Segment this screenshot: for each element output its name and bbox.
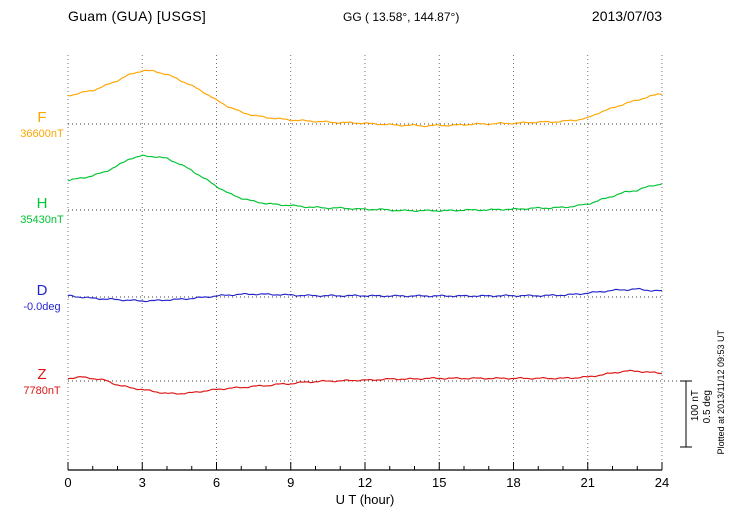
geographic-coordinates: GG ( 13.58°, 144.87°): [343, 10, 460, 24]
scale-bar-nt-label: 100 nT: [690, 390, 701, 422]
plot-date: 2013/07/03: [591, 8, 662, 24]
station-title: Guam (GUA) [USGS]: [68, 8, 207, 24]
svg-text:18: 18: [506, 475, 520, 490]
svg-text:0: 0: [64, 475, 71, 490]
svg-text:12: 12: [358, 475, 372, 490]
svg-text:15: 15: [432, 475, 446, 490]
svg-text:9: 9: [287, 475, 294, 490]
channel-baseline-z: 7780nT: [23, 385, 61, 397]
channel-label-d: D: [36, 282, 48, 299]
channel-label-f: F: [37, 109, 47, 126]
svg-text:3: 3: [139, 475, 146, 490]
channel-baseline-f: 36600nT: [20, 128, 64, 140]
channel-label-z: Z: [37, 366, 47, 383]
channel-baseline-h: 35430nT: [20, 214, 64, 226]
scale-bar-deg-label: 0.5 deg: [702, 390, 713, 424]
x-axis-label: U T (hour): [335, 492, 395, 507]
svg-text:21: 21: [581, 475, 595, 490]
svg-text:6: 6: [213, 475, 220, 490]
plotted-at-note: Plotted at 2013/11/12 09:53 UT: [716, 330, 726, 455]
svg-text:24: 24: [655, 475, 669, 490]
channel-label-h: H: [36, 195, 48, 212]
channel-baseline-d: -0.0deg: [23, 301, 61, 313]
